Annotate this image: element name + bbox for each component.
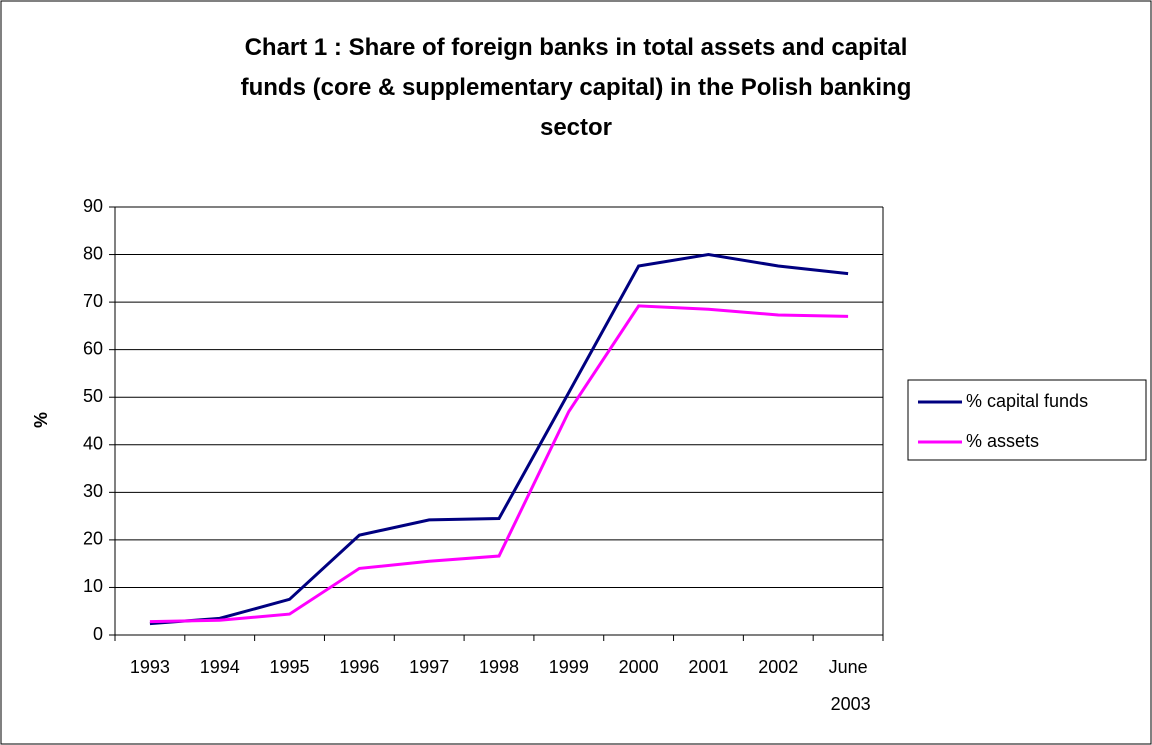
y-tick-label: 10 [83,576,103,596]
y-axis-label: % [31,412,51,428]
data-line [149,253,849,626]
legend-label: % assets [966,431,1039,451]
y-tick-label: 80 [83,243,103,263]
y-tick-label: 20 [83,529,103,549]
y-tick-label: 50 [83,386,103,406]
x-tick-label: 1999 [549,657,589,677]
y-tick-label: 30 [83,481,103,501]
x-tick-label: 1994 [200,657,240,677]
x-tick-label: 1996 [339,657,379,677]
y-tick-label: 60 [83,338,103,358]
y-tick-label: 0 [93,624,103,644]
x-tick-label: 1993 [130,657,170,677]
x-tick-label: 2002 [758,657,798,677]
x-tick-label: 1995 [270,657,310,677]
y-tick-label: 70 [83,291,103,311]
legend-label: % capital funds [966,391,1088,411]
legend-box [907,379,1147,461]
x-tick-label: 2001 [688,657,728,677]
y-tick-label: 40 [83,434,103,454]
x-tick-label: June 2003 [826,657,871,714]
data-line [149,304,849,624]
x-tick-label: 2000 [619,657,659,677]
x-tick-label: 1997 [409,657,449,677]
y-tick-label: 90 [83,196,103,216]
x-tick-label: 1998 [479,657,519,677]
chart-title: Chart 1 : Share of foreign banks in tota… [240,34,912,141]
